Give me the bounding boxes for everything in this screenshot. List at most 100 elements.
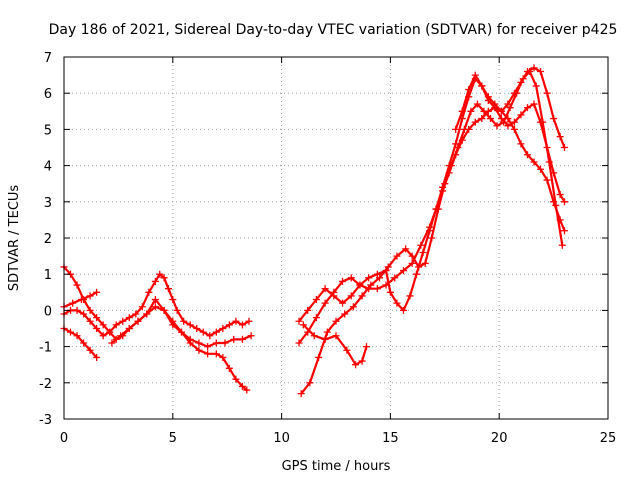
data-point xyxy=(419,248,427,256)
data-point xyxy=(212,350,220,358)
data-point xyxy=(225,364,233,372)
data-point xyxy=(93,288,101,296)
y-tick-label: 6 xyxy=(44,87,52,102)
data-point xyxy=(330,292,338,300)
data-point xyxy=(545,158,553,166)
data-point xyxy=(160,274,168,282)
series-trace xyxy=(454,66,566,149)
data-point xyxy=(365,274,373,282)
data-point xyxy=(399,267,407,275)
data-point xyxy=(506,104,514,112)
data-point xyxy=(478,82,486,90)
data-point xyxy=(304,328,312,336)
data-point xyxy=(500,118,508,126)
data-point xyxy=(164,285,172,293)
data-point xyxy=(426,227,434,235)
data-point xyxy=(560,144,568,151)
data-point xyxy=(99,332,107,340)
data-point xyxy=(219,353,227,361)
data-point xyxy=(138,303,146,311)
series-trace xyxy=(302,323,368,366)
data-point xyxy=(195,339,203,347)
data-point xyxy=(112,321,120,329)
data-point xyxy=(321,285,329,293)
y-tick-label: 2 xyxy=(44,232,52,247)
data-point xyxy=(550,115,558,123)
data-point xyxy=(408,252,416,260)
data-point xyxy=(132,310,140,318)
data-point xyxy=(321,299,329,307)
data-point xyxy=(497,107,505,115)
x-tick-label: 5 xyxy=(169,431,177,446)
y-tick-label: -1 xyxy=(39,341,52,356)
data-point xyxy=(458,107,466,115)
data-point xyxy=(306,379,314,387)
data-point xyxy=(480,107,488,115)
data-point xyxy=(73,306,81,314)
y-tick-label: 3 xyxy=(44,196,52,211)
y-tick-label: 4 xyxy=(44,160,52,175)
data-point xyxy=(428,234,436,242)
data-point xyxy=(393,299,401,307)
data-point xyxy=(341,310,349,318)
data-point xyxy=(408,259,416,267)
data-point xyxy=(312,296,320,304)
series-arc-5 xyxy=(108,296,251,394)
data-point xyxy=(93,353,101,361)
data-point xyxy=(552,201,560,209)
data-point xyxy=(367,281,375,289)
data-point xyxy=(299,321,307,329)
data-point xyxy=(504,100,512,108)
data-point xyxy=(386,288,394,296)
data-point xyxy=(352,361,360,369)
data-point xyxy=(373,285,381,293)
data-point xyxy=(454,144,462,151)
data-point xyxy=(151,303,159,311)
data-point xyxy=(86,346,94,354)
data-point xyxy=(93,325,101,332)
data-point xyxy=(523,104,531,112)
y-axis-label: SDTVAR / TECUs xyxy=(7,185,22,292)
data-point xyxy=(323,328,331,336)
data-point xyxy=(356,281,364,289)
y-tick-label: 5 xyxy=(44,123,52,138)
x-axis-label: GPS time / hours xyxy=(282,459,391,474)
data-point xyxy=(441,180,449,188)
data-point xyxy=(206,332,214,340)
data-point xyxy=(510,118,518,126)
data-point xyxy=(530,158,538,166)
data-point xyxy=(225,321,233,329)
data-point xyxy=(125,314,133,322)
data-point xyxy=(119,317,127,325)
data-point xyxy=(186,321,194,329)
data-point xyxy=(339,277,347,285)
data-point xyxy=(358,357,366,365)
data-point xyxy=(491,100,499,108)
data-point xyxy=(238,382,246,390)
data-point xyxy=(134,317,142,325)
data-point xyxy=(315,353,323,361)
series-arc-1 xyxy=(60,325,101,361)
data-point xyxy=(73,332,81,340)
data-point xyxy=(460,125,468,133)
data-point xyxy=(77,296,85,304)
data-point xyxy=(310,332,318,340)
data-point xyxy=(484,93,492,101)
data-point xyxy=(362,343,370,351)
x-tick-label: 20 xyxy=(491,431,508,446)
data-point xyxy=(186,339,194,347)
x-tick-label: 25 xyxy=(600,431,617,446)
data-point xyxy=(384,263,392,271)
data-point xyxy=(452,140,460,148)
data-point xyxy=(349,303,357,311)
data-point xyxy=(332,317,340,325)
data-point xyxy=(169,321,177,329)
y-tick-label: 1 xyxy=(44,268,52,283)
series-trace xyxy=(110,298,248,392)
data-point xyxy=(447,162,455,170)
data-point xyxy=(358,292,366,300)
data-point xyxy=(471,71,479,79)
data-point xyxy=(86,306,94,314)
data-point xyxy=(221,339,229,347)
data-point xyxy=(295,317,303,325)
